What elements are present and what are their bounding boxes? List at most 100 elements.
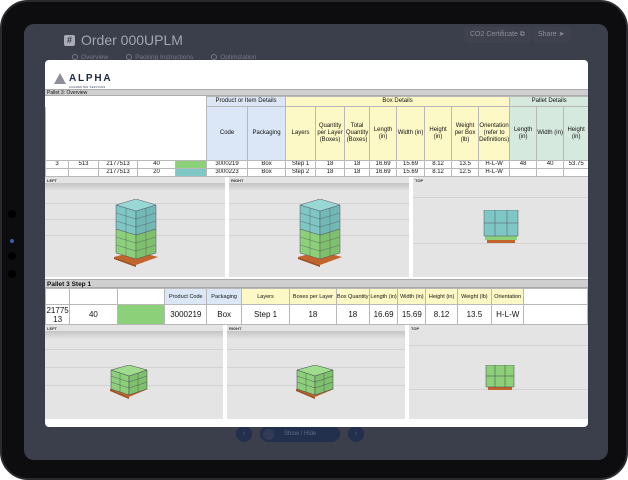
cell-qty: 40 (137, 160, 176, 169)
side-button (8, 252, 16, 260)
check-circle-icon (211, 54, 218, 61)
cell-pallet-length: 48 (509, 160, 538, 169)
color-swatch (174, 160, 208, 169)
side-button (8, 270, 16, 278)
overview-table: Product or Item Details Box Details Pall… (45, 96, 588, 177)
table-row: 2177513 20 3000223 Box Step 2 18 18 16.6… (45, 168, 588, 177)
group-header-pallet: Pallet Details (509, 96, 588, 107)
cell-layers: Step 1 (240, 304, 291, 325)
col-weight: Weight per Box (lb) (451, 106, 480, 161)
tab-optimization[interactable]: Optimization (211, 54, 256, 61)
blank-cell (523, 304, 588, 325)
view-left[interactable]: LEFT (45, 177, 225, 277)
cell-pallet-height (563, 168, 588, 177)
col-orientation: Orientation (refer to Definitions) (478, 106, 511, 161)
blank-header (45, 106, 208, 161)
cell-packaging: Box (206, 304, 242, 325)
col-packaging: Packaging (247, 106, 287, 161)
step1-section-title: Pallet 3 Step 1 (45, 279, 588, 288)
cell-width: 15.69 (396, 160, 426, 169)
cell-layers: Step 2 (285, 168, 317, 177)
eye-icon (72, 54, 78, 61)
box-icon (126, 54, 133, 61)
col-length: Length (in) (368, 288, 399, 305)
cell-pallet-length (509, 168, 538, 177)
logo-word: ALPHA (69, 73, 113, 84)
col-layers: Layers (285, 106, 317, 161)
cell-total: 18 (344, 160, 371, 169)
page-title: # Order 000UPLM (64, 32, 183, 48)
cell-code: 3000219 (164, 304, 208, 325)
cell-item: 2177513 (45, 304, 71, 325)
viewer-controls: ‹ Show / Hide › (236, 426, 364, 442)
cell-item: 2177513 (98, 168, 138, 177)
cell-pallet (45, 168, 69, 177)
view-label: TOP (415, 178, 424, 183)
share-button[interactable]: Share ➤ (532, 27, 571, 43)
cell-width: 15.69 (397, 304, 427, 325)
cell-qpl: 18 (315, 160, 346, 169)
group-header-box: Box Details (285, 96, 511, 107)
tab-bar: Overview Packing Instructions Optimizati… (72, 54, 256, 61)
tab-overview[interactable]: Overview (72, 54, 108, 61)
overview-section-title: Pallet 3: Overview (45, 89, 588, 96)
view-label: TOP (411, 326, 420, 331)
group-header-product: Product or Item Details (206, 96, 287, 107)
view-left[interactable]: LEFT (45, 325, 223, 419)
co2-label: CO2 Certificate (470, 31, 518, 38)
logo-subtitle: AUGMENTED SERVICES (69, 86, 106, 89)
col-code: Code (206, 106, 249, 161)
prev-button[interactable]: ‹ (236, 426, 252, 442)
color-swatch (174, 168, 208, 177)
cell-qpl: 18 (315, 168, 346, 177)
blank-header (523, 288, 588, 305)
view-top[interactable]: TOP (409, 325, 588, 419)
pallet-3d-icon (298, 199, 342, 267)
table-row: 2177513 40 3000219 Box Step 1 18 18 16.6… (45, 304, 588, 325)
cell-weight: 12.5 (451, 168, 480, 177)
cell-height: 8.12 (425, 304, 458, 325)
cell-length: 16.69 (368, 304, 399, 325)
tab-packing-instructions[interactable]: Packing Instructions (126, 54, 193, 61)
view-right[interactable]: RIGHT (227, 325, 405, 419)
cell-pallet-width (536, 168, 565, 177)
cell-width: 15.69 (396, 168, 426, 177)
share-label: Share (538, 31, 557, 38)
cell-qty: 20 (137, 168, 176, 177)
toggle-knob (263, 428, 274, 440)
col-pallet-width: Width (in) (536, 106, 565, 161)
cell-pallet-width: 40 (536, 160, 565, 169)
pallet-top-icon (483, 210, 519, 243)
side-button (8, 210, 16, 218)
next-button[interactable]: › (348, 426, 364, 442)
cell-length: 16.69 (369, 160, 398, 169)
col-height: Height (in) (424, 106, 453, 161)
tab-label: Optimization (220, 54, 257, 61)
view-top[interactable]: TOP (413, 177, 588, 277)
cell-pallet-height: 53.75 (563, 160, 588, 169)
cell-height: 8.12 (424, 168, 453, 177)
col-layers: Layers (240, 288, 291, 305)
col-packaging: Packaging (206, 288, 242, 305)
pallet-top-icon (485, 365, 515, 390)
blank-header (69, 288, 118, 305)
co2-certificate-button[interactable]: CO2 Certificate ⧉ (464, 27, 531, 43)
cell-orientation: H-L-W (478, 160, 511, 169)
col-pallet-height: Height (in) (563, 106, 588, 161)
cell-layers: Step 1 (285, 160, 317, 169)
col-orientation: Orientation (491, 288, 525, 305)
step1-3d-views: LEFT RIGHT (45, 325, 588, 419)
pallet-3d-icon (114, 199, 158, 267)
cell-length: 16.69 (369, 168, 398, 177)
col-product-code: Product Code (164, 288, 208, 305)
step1-table: Product Code Packaging Layers Boxes per … (45, 288, 588, 325)
view-label: LEFT (47, 326, 57, 331)
cell-orientation: H-L-W (478, 168, 511, 177)
cell-code: 3000219 (206, 160, 249, 169)
show-hide-toggle[interactable]: Show / Hide (260, 426, 340, 442)
blank-header (45, 288, 71, 305)
color-swatch (116, 304, 166, 325)
cell-weight: 13.5 (451, 160, 480, 169)
view-right[interactable]: RIGHT (229, 177, 409, 277)
